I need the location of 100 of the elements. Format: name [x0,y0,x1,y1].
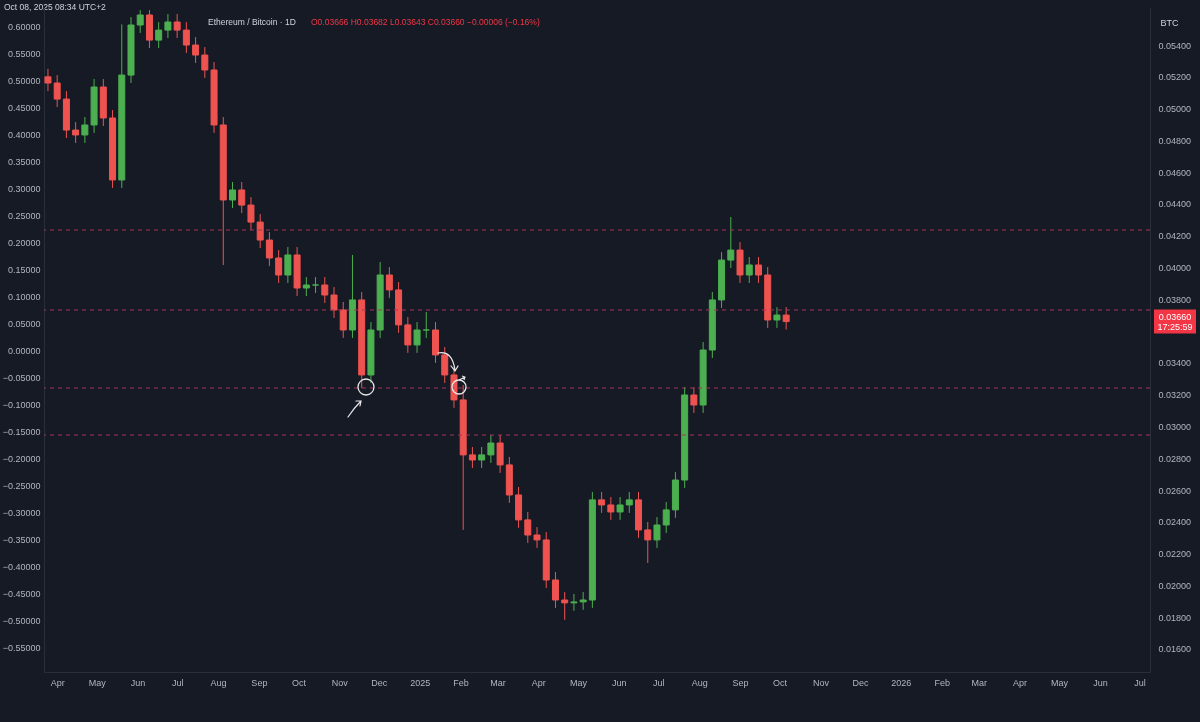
candlestick [570,593,578,612]
candlestick [164,13,172,39]
candlestick [782,306,790,331]
y2-tick-label: 0.03200 [1158,390,1192,401]
y2-tick-label: 0.05200 [1158,72,1192,83]
y2-tick-label: 0.02800 [1158,453,1192,464]
x-tick-label: Jul [1134,677,1146,688]
y2-tick-label: 0.01600 [1158,644,1192,655]
x-tick-label: Jun [1093,677,1108,688]
y-tick-label: 0.25000 [7,210,41,221]
text: 17:25:59 [1157,321,1193,332]
x-tick-label: Oct [291,677,307,688]
y2-tick-label: 0.02200 [1158,549,1192,560]
y2-tick-label: 0.05000 [1158,104,1192,115]
x-tick-label: May [88,677,107,688]
candlestick [265,231,273,267]
candlestick [182,21,190,54]
candlestick [533,526,541,549]
y2-tick-label: 0.03400 [1158,358,1192,369]
y-tick-label: −0.40000 [2,562,41,573]
x-tick-label: Jun [130,677,146,688]
x-tick-label: 2025 [410,677,431,688]
y-tick-label: 0.50000 [7,75,41,86]
y-tick-label: −0.45000 [2,589,41,600]
y-tick-label: 0.55000 [7,48,41,59]
candlestick [551,571,559,609]
candlestick [524,511,532,544]
y-tick-label: −0.25000 [2,481,41,492]
y-tick-label: 0.40000 [7,129,41,140]
candlestick [690,386,698,414]
candlestick [487,434,495,464]
candlestick [275,249,283,284]
candlestick [745,256,753,284]
candlestick [625,491,633,514]
x-tick-label: Dec [852,677,869,688]
candlestick [773,306,781,329]
y2-tick-label: 0.05400 [1158,40,1192,51]
x-tick-label: Nov [812,677,830,688]
candlestick [53,74,61,108]
y-tick-label: 0.00000 [7,346,41,357]
candlestick [173,13,181,39]
y-tick-label: −0.30000 [2,508,41,519]
y-tick-label: 0.15000 [7,264,41,275]
y-tick-label: −0.15000 [2,427,41,438]
x-tick-label: Sep [251,677,268,688]
annotation: Ethereum / Bitcoin · 1D [208,17,296,27]
y2-tick-label: 0.01800 [1158,612,1192,623]
y-tick-label: −0.35000 [2,535,41,546]
y2-axis-title: BTC [1160,17,1179,28]
candlestick [302,276,310,297]
text: 0.03660 [1158,311,1192,322]
candlestick [321,276,329,304]
x-tick-label: Mar [490,677,506,688]
candlestick [607,496,615,521]
candlestick [727,216,735,269]
candlestick [598,491,606,514]
y2-tick-label: 0.02400 [1158,517,1192,528]
candlestick [229,181,237,209]
x-tick-label: Aug [210,677,227,688]
y-tick-label: 0.60000 [7,21,41,32]
x-tick-label: Jul [653,677,665,688]
candlestick [136,9,144,34]
x-tick-label: Mar [971,677,987,688]
candlestick [247,196,255,231]
x-tick-label: Apr [531,677,546,688]
y2-tick-label: 0.04000 [1158,263,1192,274]
x-tick-label: Feb [453,677,469,688]
y-tick-label: 0.30000 [7,183,41,194]
candlestick [256,213,264,249]
candlestick [330,286,338,319]
candlestick [413,321,421,354]
candlestick [644,521,652,564]
candlestick [201,46,209,79]
x-tick-label: Jun [611,677,627,688]
candlestick [468,446,476,469]
candlestick [422,311,430,339]
candlestick [616,496,624,521]
y2-tick-label: 0.04400 [1158,199,1192,210]
candlestick [478,446,486,469]
y2-tick-label: 0.03000 [1158,421,1192,432]
candlestick [339,301,347,339]
candlestick [72,121,80,144]
y2-tick-label: 0.03800 [1158,294,1192,305]
candlestick [238,181,246,214]
candlestick [754,256,762,284]
x-tick-label: May [569,677,588,688]
y2-tick-label: 0.04800 [1158,135,1192,146]
y-tick-label: 0.10000 [7,291,41,302]
candlestick [155,21,163,49]
x-tick-label: Dec [371,677,388,688]
y-tick-label: −0.05000 [2,373,41,384]
y-tick-label: −0.10000 [2,400,41,411]
y-tick-label: −0.50000 [2,616,41,627]
candlestick [284,246,292,284]
candlestick [44,68,52,92]
y-tick-label: 0.05000 [7,318,41,329]
candlestick [192,36,200,64]
annotation: O0.03666 H0.03682 L0.03643 C0.03660 −0.00006 (−0.16%) [311,17,540,27]
x-tick-label: Aug [691,677,708,688]
candlestick [441,346,449,384]
